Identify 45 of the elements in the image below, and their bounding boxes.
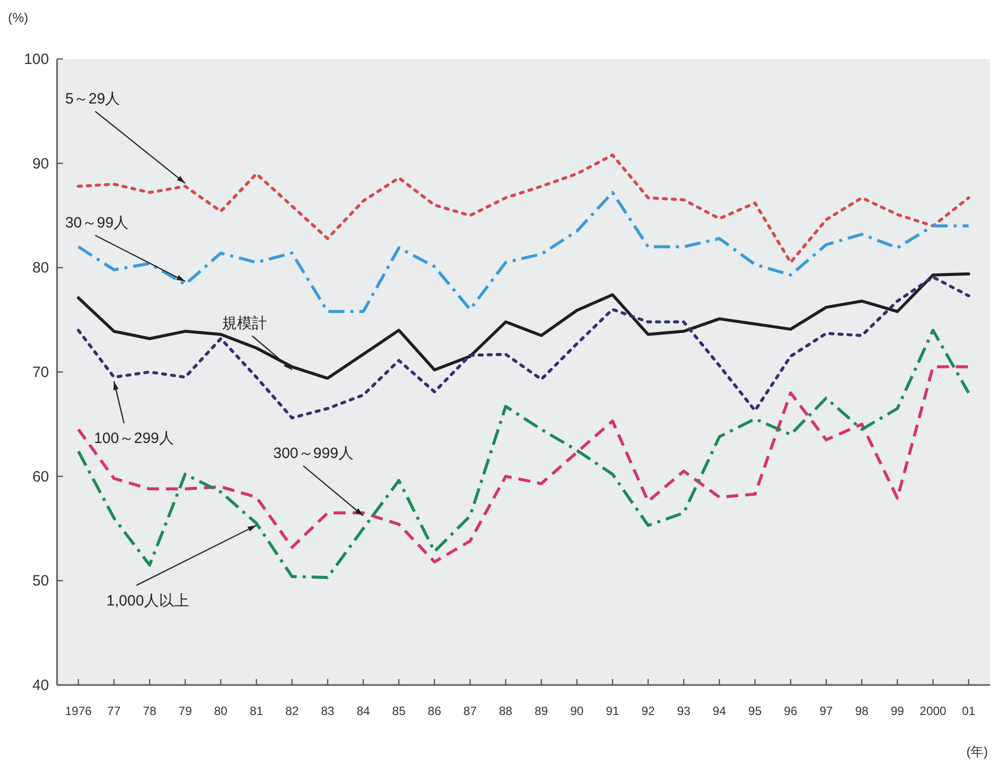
x-tick-label: 91 [606, 704, 620, 718]
y-axis-title: (%) [8, 10, 28, 25]
x-tick-label: 88 [499, 704, 513, 718]
x-tick-label: 78 [142, 704, 157, 718]
y-tick-label: 40 [32, 677, 49, 694]
x-tick-label: 98 [855, 704, 869, 718]
line-series [76, 328, 970, 579]
x-tick-label: 96 [784, 704, 798, 718]
x-tick-label: 79 [178, 704, 192, 718]
y-tick-label: 70 [32, 364, 49, 381]
text: 100～299人 [94, 430, 174, 448]
text: 5～29人 [65, 90, 120, 108]
line-series [76, 276, 970, 420]
x-tick-label: 80 [214, 704, 228, 718]
x-tick-label: 93 [677, 704, 691, 718]
y-tick-label: 60 [32, 468, 49, 486]
y-tick-label: 80 [32, 260, 49, 277]
x-tick-label: 86 [428, 704, 442, 718]
text: 300～999人 [273, 444, 354, 462]
x-tick-label: 99 [890, 704, 904, 718]
x-tick-label: 84 [356, 704, 370, 718]
line-series [76, 272, 970, 380]
x-tick-label: 92 [641, 704, 656, 718]
x-tick-label: 94 [712, 704, 726, 718]
x-tick-label: 82 [285, 704, 300, 718]
x-tick-label: 2000 [920, 704, 947, 718]
x-tick-label: 90 [570, 704, 584, 718]
y-tick-label: 100 [24, 51, 49, 68]
x-tick-label: 83 [320, 704, 335, 718]
x-tick-label: 01 [962, 704, 976, 718]
x-tick-label: 77 [107, 704, 121, 718]
series-label: 30～99人 [65, 214, 129, 232]
line-series [76, 365, 970, 564]
y-tick-label: 50 [32, 572, 49, 590]
x-tick-label: 97 [820, 704, 834, 718]
x-tick-label: 87 [463, 704, 478, 718]
y-tick-label: 90 [32, 155, 49, 172]
x-tick-label: 81 [250, 704, 264, 718]
x-tick-label: 89 [534, 704, 548, 718]
text: 1,000人以上 [106, 592, 189, 610]
x-tick-label: 85 [392, 704, 406, 718]
x-tick-label: 95 [748, 704, 762, 718]
series-label: 規模計 [222, 314, 268, 332]
x-tick-label: 1976 [65, 704, 92, 718]
x-axis-title: (年) [966, 744, 988, 759]
